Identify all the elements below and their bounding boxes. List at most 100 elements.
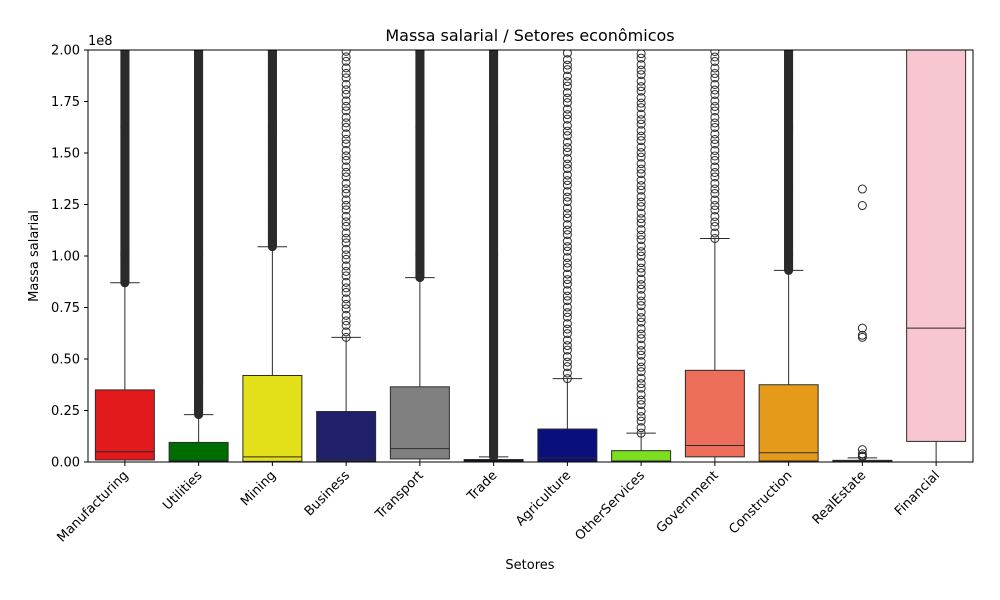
outlier-point	[857, 323, 867, 333]
outlier-point	[636, 340, 646, 350]
y-tick-label: 0.50	[51, 353, 80, 368]
plot-frame	[87, 49, 974, 463]
box-otherservices	[611, 50, 672, 462]
outliers-utilities	[194, 50, 204, 420]
outlier-point	[562, 242, 572, 252]
x-tick-label-financial: Financial	[892, 468, 943, 519]
outlier-point	[857, 445, 867, 455]
outlier-point	[636, 379, 646, 389]
outlier-point	[562, 121, 572, 131]
outlier-point	[562, 319, 572, 329]
outlier-point	[341, 211, 351, 221]
x-tick-label-otherservices: OtherServices	[572, 468, 648, 544]
outlier-point	[562, 98, 572, 108]
outlier-point	[636, 367, 646, 377]
outlier-point	[710, 221, 720, 231]
box-rect-manufacturing	[94, 389, 155, 461]
outlier-point	[784, 50, 794, 55]
outlier-point	[562, 81, 572, 91]
boxes-layer	[94, 50, 967, 462]
outlier-point	[636, 131, 646, 141]
outlier-point	[341, 145, 351, 155]
outlier-point	[710, 68, 720, 78]
x-tick-label-business: Business	[302, 468, 353, 519]
outlier-point	[636, 291, 646, 301]
outlier-point	[636, 115, 646, 125]
outlier-point	[710, 139, 720, 149]
axes-frame	[87, 49, 974, 463]
outlier-point	[710, 151, 720, 161]
outlier-point	[341, 221, 351, 231]
outlier-point	[636, 93, 646, 103]
outlier-point	[341, 277, 351, 287]
outlier-point	[341, 271, 351, 281]
outlier-point	[710, 50, 720, 56]
outlier-point	[341, 172, 351, 182]
box-rect-financial	[906, 50, 967, 442]
box-rect-construction	[758, 384, 819, 462]
outlier-point	[562, 269, 572, 279]
outlier-point	[562, 291, 572, 301]
outlier-point	[636, 383, 646, 393]
outlier-point	[341, 233, 351, 243]
outlier-point	[636, 412, 646, 422]
outlier-point	[341, 106, 351, 116]
outlier-point	[710, 112, 720, 122]
outlier-point	[562, 176, 572, 186]
outliers-otherservices	[636, 50, 646, 438]
outlier-point	[636, 159, 646, 169]
box-business	[316, 50, 377, 462]
outlier-point	[636, 307, 646, 317]
box-rect-government	[684, 369, 745, 458]
outlier-point	[562, 263, 572, 273]
outlier-point	[562, 368, 572, 378]
outlier-point	[341, 167, 351, 177]
outlier-point	[710, 188, 720, 198]
outlier-point	[636, 280, 646, 290]
outlier-point	[341, 101, 351, 111]
outlier-point	[636, 400, 646, 410]
outlier-point	[341, 50, 351, 56]
outlier-point	[341, 238, 351, 248]
outlier-point	[562, 126, 572, 136]
y-offset-label: 1e8	[88, 34, 113, 49]
outlier-point	[636, 241, 646, 251]
outlier-point	[562, 114, 572, 124]
outlier-point	[341, 184, 351, 194]
outlier-point	[636, 109, 646, 119]
box-rect-transport	[389, 386, 450, 460]
outlier-point	[636, 230, 646, 240]
box-rect-mining	[242, 374, 303, 462]
outlier-point	[341, 73, 351, 83]
outlier-point	[341, 118, 351, 128]
outlier-point	[562, 329, 572, 339]
box-manufacturing	[94, 50, 155, 462]
outlier-point	[710, 56, 720, 66]
outlier-point	[341, 266, 351, 276]
outlier-point	[120, 50, 130, 55]
outlier-point	[710, 205, 720, 215]
outlier-point	[710, 162, 720, 172]
outlier-point	[636, 103, 646, 113]
outlier-point	[636, 86, 646, 96]
outlier-point	[710, 211, 720, 221]
outlier-point	[636, 76, 646, 86]
outlier-point	[636, 357, 646, 367]
x-tick-label-government: Government	[654, 468, 722, 536]
outlier-point	[636, 346, 646, 356]
outlier-point	[636, 395, 646, 405]
outlier-point	[710, 89, 720, 99]
outlier-point	[710, 217, 720, 227]
y-tick-label: 2.00	[51, 44, 80, 59]
outlier-point	[341, 195, 351, 205]
outlier-point	[562, 220, 572, 230]
outlier-point	[341, 68, 351, 78]
outlier-point	[710, 118, 720, 128]
outlier-point	[341, 52, 351, 62]
outlier-point	[341, 310, 351, 320]
outlier-point	[194, 50, 204, 55]
outliers-transport	[415, 50, 425, 283]
outlier-point	[562, 253, 572, 263]
outlier-point	[710, 200, 720, 210]
